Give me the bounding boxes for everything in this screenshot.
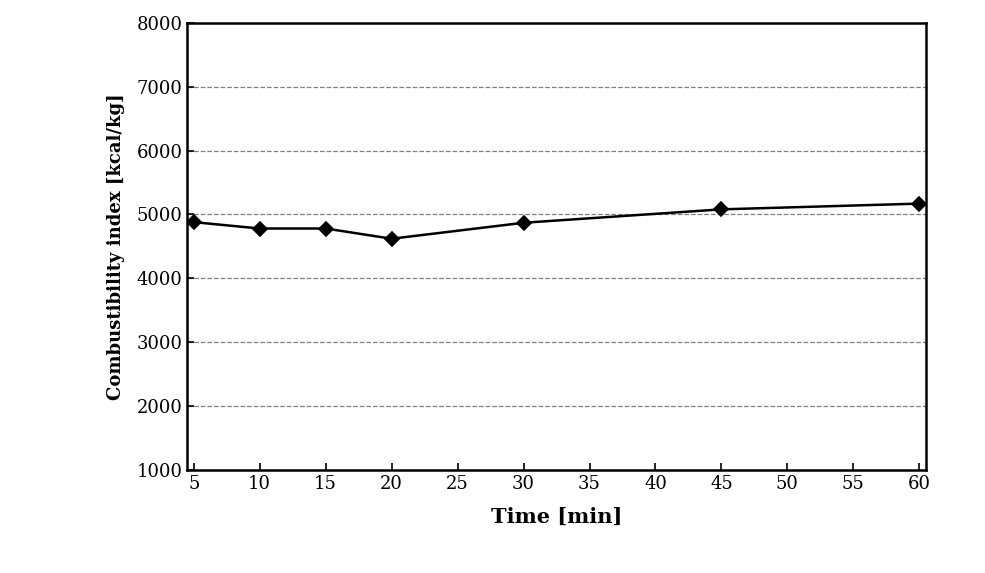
Y-axis label: Combustibility index [kcal/kg]: Combustibility index [kcal/kg] bbox=[107, 93, 125, 400]
X-axis label: Time [min]: Time [min] bbox=[491, 507, 623, 527]
